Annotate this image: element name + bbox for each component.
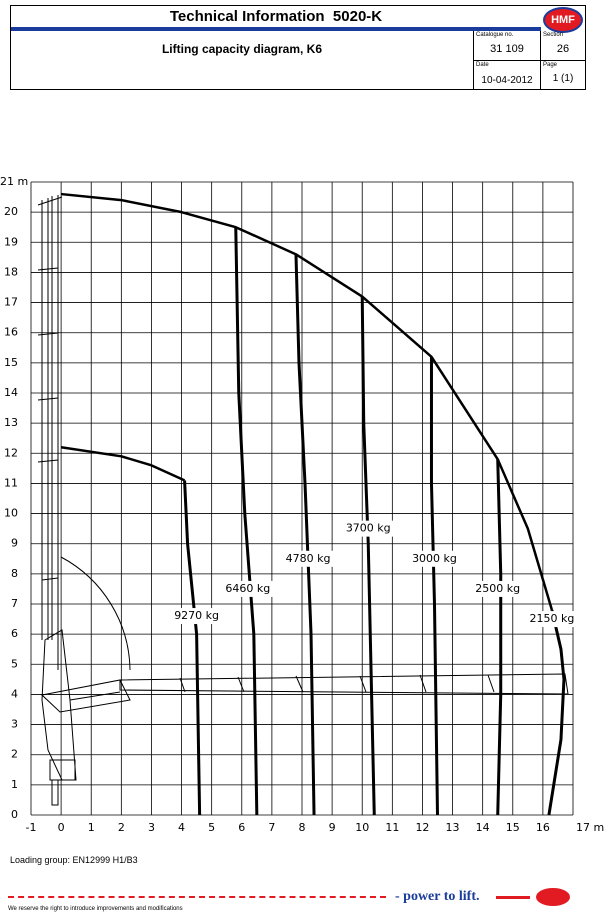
envelope-curve [60, 192, 554, 611]
x-tick-label: 7 [268, 821, 275, 834]
y-tick-label: 19 [4, 235, 18, 248]
y-tick-label: 14 [4, 386, 18, 399]
chart: -1 0 1 2 3 4 5 6 7 8 9 10 11 12 13 14 15 16 17 m0123456789… [0, 175, 604, 834]
title-bar: Technical Information 5020-K [11, 6, 541, 31]
meta-box: Catalogue no. 31 109 Section 26 Date 10-… [473, 31, 586, 89]
capacity-label: 2150 kg [530, 612, 575, 625]
capacity-label: 2500 kg [475, 582, 520, 595]
label-bg [472, 580, 523, 597]
y-tick-label: 20 [4, 205, 18, 218]
y-tick-label: 3 [11, 718, 18, 731]
capacity-line [183, 480, 202, 816]
x-tick-label: 12 [415, 821, 429, 834]
x-tick-label: 13 [446, 821, 460, 834]
slew-arc [60, 556, 131, 671]
label-bg [526, 611, 577, 628]
title: Technical Information 5020-K [169, 8, 383, 25]
outer-boom [119, 673, 569, 695]
y-tick-label: 1 [11, 778, 18, 791]
catalogue-label: Catalogue no. [476, 32, 514, 38]
x-tick-label: 0 [58, 821, 65, 834]
section-label: Section [543, 32, 564, 38]
y-tick-label: 9 [11, 537, 18, 550]
y-tick-label: 11 [4, 476, 18, 489]
x-tick-label: 11 [385, 821, 399, 834]
y-tick-label: 10 [4, 507, 18, 520]
section: 26 [556, 43, 570, 55]
y-tick-label: 7 [11, 597, 18, 610]
x-tick-label: 8 [299, 821, 306, 834]
slogan: - power to lift. [395, 889, 480, 904]
meta-divider [474, 60, 586, 61]
y-tick-label: 18 [4, 265, 18, 278]
x-tick-label: 9 [329, 821, 336, 834]
crane-sketch [37, 195, 569, 806]
x-tick-label: 3 [148, 821, 155, 834]
y-tick-label: 5 [11, 657, 18, 670]
notice: We reserve the right to introduce improv… [8, 906, 183, 912]
footer-rule [8, 896, 386, 898]
capacity-line [234, 227, 259, 816]
date: 10-04-2012 [481, 75, 533, 86]
capacity-label: 3700 kg [346, 522, 391, 535]
crane-column [37, 195, 63, 670]
x-tick-label: 10 [355, 821, 369, 834]
capacity-line [294, 254, 316, 816]
date-label: Date [476, 62, 489, 68]
capacity-label: 6460 kg [225, 582, 270, 595]
capacity-line [429, 356, 439, 816]
x-tick-label: 2 [118, 821, 125, 834]
page-label: Page [543, 62, 558, 68]
page-number: 1 (1) [552, 73, 574, 84]
crane-joint [37, 267, 59, 581]
label-bg [343, 520, 394, 537]
x-tick-label: 17 m [576, 821, 604, 834]
y-tick-label: 4 [11, 687, 18, 700]
x-tick-label: 1 [88, 821, 95, 834]
y-tick-label: 21 m [0, 175, 28, 188]
y-tick-label: 8 [11, 567, 18, 580]
label-bg [283, 550, 334, 567]
y-tick-label: 2 [11, 748, 18, 761]
capacity-label: 3000 kg [412, 552, 457, 565]
inner-boom [40, 679, 131, 713]
x-tick-label: 14 [476, 821, 490, 834]
loading-group: Loading group: EN12999 H1/B3 [10, 855, 138, 865]
x-tick-label: 15 [506, 821, 520, 834]
logo: HMF [543, 7, 583, 33]
y-tick-label: 12 [4, 446, 18, 459]
y-tick-label: 13 [4, 416, 18, 429]
subtitle: Lifting capacity diagram, K6 [161, 42, 323, 56]
x-tick-label: 5 [208, 821, 215, 834]
label-bg [409, 550, 460, 567]
y-tick-label: 15 [4, 356, 18, 369]
capacity-label: 4780 kg [286, 552, 331, 565]
capacity-line [360, 296, 376, 816]
x-tick-label: 16 [536, 821, 550, 834]
capacity-line [496, 459, 503, 816]
inner-curve [60, 446, 186, 482]
y-tick-label: 16 [4, 326, 18, 339]
footer-logo [536, 888, 570, 906]
y-tick-label: 6 [11, 627, 18, 640]
footer-rule [496, 896, 530, 899]
catalogue: 31 109 [490, 43, 524, 55]
logo-text: HMF [551, 14, 575, 26]
y-tick-label: 0 [11, 808, 18, 821]
label-bg [171, 608, 222, 625]
x-tick-label: -1 [26, 821, 37, 834]
label-bg [222, 580, 273, 597]
capacity-label: 9270 kg [174, 609, 219, 622]
y-tick-label: 17 [4, 296, 18, 309]
x-tick-label: 6 [238, 821, 245, 834]
capacity-line [547, 609, 566, 816]
crane-base [41, 629, 77, 806]
header: Technical Information 5020-K HMF Lifting… [10, 5, 586, 90]
x-tick-label: 4 [178, 821, 185, 834]
